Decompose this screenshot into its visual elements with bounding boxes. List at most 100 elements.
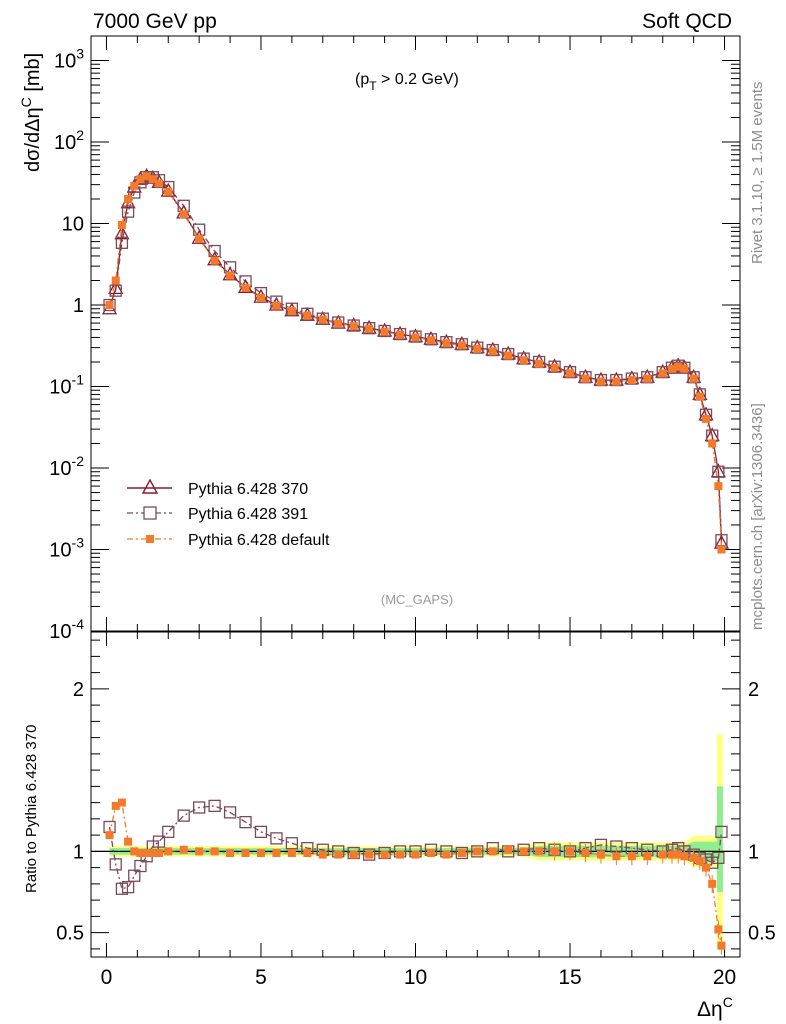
main-point-s2-20 (334, 319, 343, 328)
ratio-point-s1-2 (117, 798, 126, 807)
ratio-plot-frame (90, 631, 741, 958)
y-tick-label-main--2: 10-2 (49, 453, 84, 480)
main-point-s2-35 (566, 369, 575, 378)
main-point-s2-1 (111, 276, 120, 285)
legend-entry-default: Pythia 6.428 default (127, 532, 330, 549)
ratio-point-s1-23 (380, 850, 389, 859)
main-point-s1-23 (378, 324, 391, 338)
main-point-s0-1 (108, 280, 124, 295)
main-point-s2-14 (241, 283, 250, 292)
main-point-s1-26 (424, 333, 438, 346)
y-tick-label-ratio-l-0.5: 0.5 (56, 923, 84, 945)
ratio-point-s1-15 (256, 849, 265, 857)
ratio-point-s0-22 (362, 848, 376, 861)
ratio-point-s1-28 (457, 849, 466, 857)
main-point-s2-47 (702, 414, 711, 423)
main-point-s2-29 (473, 344, 482, 353)
main-point-s2-11 (195, 234, 204, 243)
main-point-s1-1 (109, 284, 122, 297)
ratio-point-s0-9 (162, 825, 175, 839)
ratio-point-s1-8 (154, 849, 163, 857)
ratio-point-s1-40 (643, 852, 652, 861)
ratio-point-s0-29 (471, 845, 484, 858)
main-point-s0-2 (114, 225, 130, 240)
main-point-s1-28 (455, 338, 469, 351)
main-point-s2-21 (349, 322, 358, 331)
ratio-point-s1-46 (695, 857, 704, 866)
ratio-point-s1-39 (627, 852, 636, 861)
axis-ticks: 0 5 10 15 20 10-4 10-3 10-2 10-1 1 10 102 103 0.5 0.5 1… (49, 35, 776, 989)
ratio-point-s0-4 (128, 869, 141, 882)
legend-entry-391: Pythia 6.428 391 (127, 506, 308, 523)
main-point-s1-30 (486, 343, 499, 357)
legend-label-391: Pythia 6.428 391 (188, 506, 308, 523)
ratio-point-s0-28 (455, 846, 469, 860)
x-tick-label-20: 20 (713, 966, 736, 989)
y-tick-label-main-1: 10 (62, 214, 84, 236)
ratio-point-s0-2 (115, 882, 129, 895)
ratio-point-s1-25 (411, 850, 420, 859)
y-tick-label-main-2: 102 (54, 127, 84, 154)
main-point-s2-13 (226, 271, 235, 280)
x-tick-label-5: 5 (255, 966, 267, 989)
ratio-point-s1-35 (566, 847, 575, 856)
main-point-s1-31 (502, 347, 515, 361)
main-point-s2-19 (318, 315, 327, 324)
header-right: Soft QCD (642, 10, 732, 33)
x-tick-label-15: 15 (558, 966, 581, 989)
main-point-s2-46 (695, 392, 704, 401)
legend-label-default: Pythia 6.428 default (188, 532, 330, 549)
ratio-point-s1-31 (504, 845, 513, 854)
y-tick-label-ratio-l-2: 2 (73, 679, 84, 701)
ratio-series-group (103, 798, 728, 955)
main-point-s2-38 (612, 377, 621, 386)
main-point-s2-25 (411, 333, 420, 342)
main-point-s2-24 (396, 330, 405, 339)
main-point-s2-39 (627, 376, 636, 385)
ratio-point-s1-10 (179, 845, 188, 854)
main-point-s2-12 (210, 256, 219, 265)
ratio-point-s1-9 (164, 847, 173, 856)
main-point-s2-45 (689, 374, 698, 383)
legend: Pythia 6.428 370 Pythia 6.428 391 Pythia… (127, 478, 330, 549)
main-point-s1-35 (563, 366, 577, 379)
side-label-source: mcplots.cern.ch [arXiv:1306.3436] (749, 403, 766, 630)
ratio-point-s1-43 (674, 850, 683, 859)
legend-label-370: Pythia 6.428 370 (188, 481, 308, 498)
main-point-s2-8 (154, 179, 163, 188)
main-series-group (101, 167, 730, 554)
main-point-s1-20 (332, 316, 345, 329)
ratio-point-s1-20 (334, 850, 343, 859)
main-point-s2-48 (708, 439, 717, 448)
main-point-s2-10 (179, 210, 188, 219)
main-point-s1-40 (641, 371, 654, 384)
header-left: 7000 GeV pp (93, 10, 217, 33)
main-point-s2-42 (668, 364, 677, 373)
main-point-s1-0 (103, 298, 116, 312)
main-point-s1-21 (347, 319, 360, 332)
main-point-s2-37 (596, 377, 605, 386)
main-point-s1-25 (409, 330, 422, 343)
x-tick-label-10: 10 (404, 966, 427, 989)
main-point-s2-33 (535, 359, 544, 368)
ratio-point-s0-8 (152, 835, 166, 848)
main-point-s1-12 (208, 244, 221, 258)
main-point-s1-19 (316, 312, 329, 325)
ratio-point-s1-5 (136, 849, 145, 857)
y-tick-label-ratio-r-0.5: 0.5 (748, 923, 776, 945)
legend-entry-370: Pythia 6.428 370 (127, 478, 308, 498)
main-point-s1-45 (687, 371, 700, 384)
ratio-point-s1-45 (689, 853, 698, 862)
ratio-point-s1-44 (680, 852, 689, 861)
main-point-s2-0 (105, 301, 114, 310)
main-point-s2-28 (457, 341, 466, 350)
main-point-s2-23 (380, 327, 389, 336)
main-point-s1-39 (625, 372, 638, 385)
ratio-point-s1-11 (195, 847, 204, 856)
main-point-s2-6 (142, 172, 151, 181)
ratio-point-s1-42 (668, 850, 677, 859)
main-point-s2-27 (442, 339, 451, 348)
ratio-line-series-0 (108, 805, 723, 890)
ratio-point-s1-50 (717, 941, 726, 950)
